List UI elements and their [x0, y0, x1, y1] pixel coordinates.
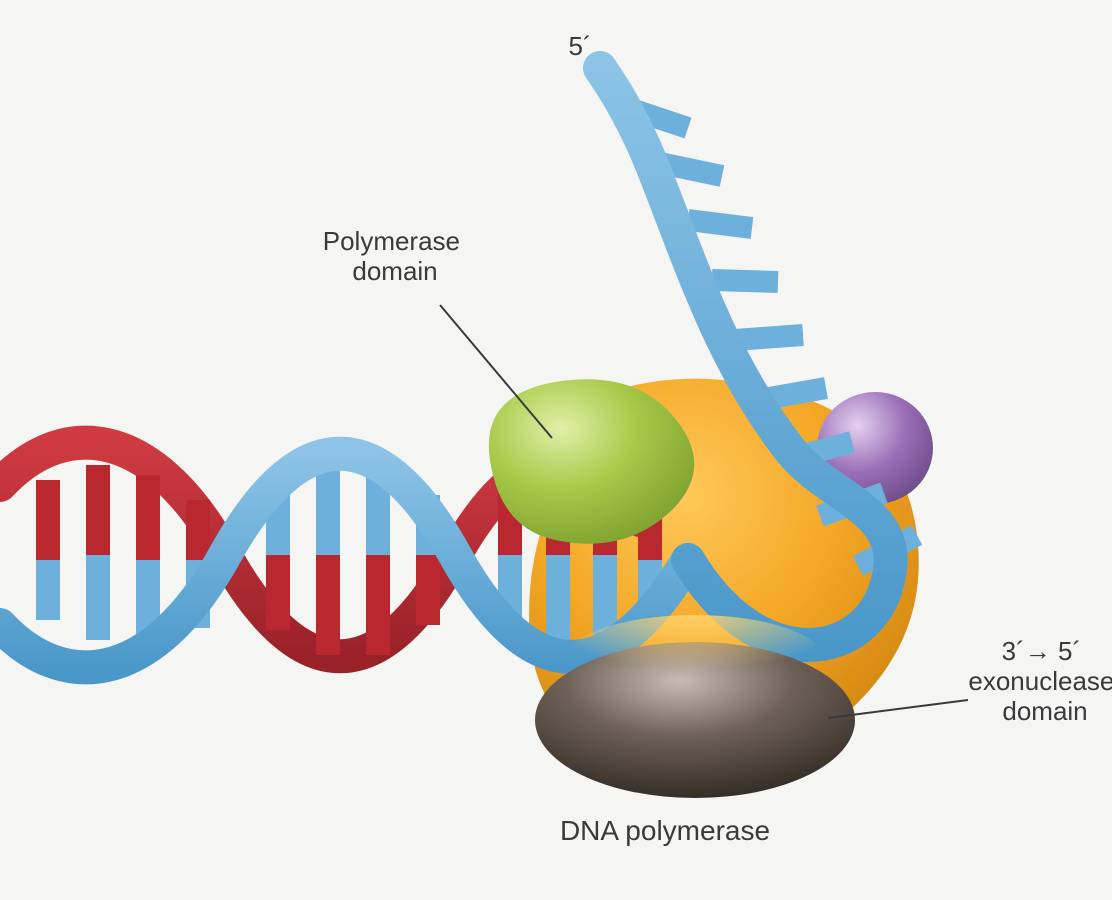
label-exonuclease-1: 3´→ 5´	[1002, 636, 1081, 666]
svg-text:3´→ 5´ exonuclease: 3´→ 5´ exonuclease domain	[968, 636, 1112, 726]
label-exonuclease-2: exonuclease	[968, 666, 1112, 696]
label-polymerase-domain-1: Polymerase	[323, 226, 460, 256]
label-dna-polymerase: DNA polymerase	[560, 815, 770, 846]
dna-polymerase-diagram: 5´ Polymerase domain 3´→ 5´ exonuclease …	[0, 0, 1112, 900]
label-polymerase-domain-2: domain	[352, 256, 437, 286]
label-five-prime: 5´	[568, 31, 591, 61]
exonuclease-domain-blob	[535, 615, 855, 798]
label-exonuclease-3: domain	[1002, 696, 1087, 726]
svg-text:Polymerase domain: Polymerase domain	[323, 226, 468, 286]
